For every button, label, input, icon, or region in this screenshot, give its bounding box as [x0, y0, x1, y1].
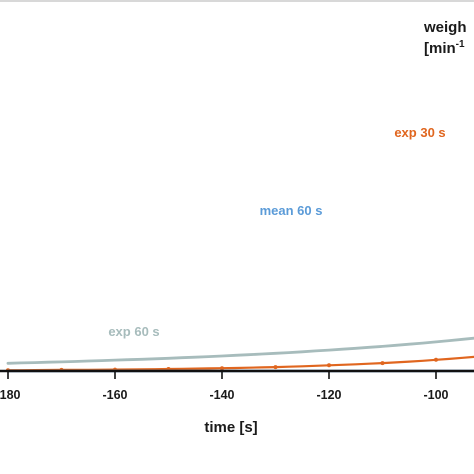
series-exp-30-s-point	[380, 361, 385, 366]
series-exp-30-s-line	[6, 355, 474, 372]
x-tick-label: -140	[209, 388, 234, 402]
x-tick-label: -180	[0, 388, 21, 402]
x-tick-label: -120	[316, 388, 341, 402]
series-exp-30-s	[6, 355, 474, 373]
x-axis: -180-160-140-120-100-80-60-40-20	[0, 369, 474, 402]
series-exp-30-s-point	[273, 365, 278, 370]
y-axis-title-bracket: [min	[424, 40, 456, 57]
x-axis-title: time [s]	[204, 419, 257, 436]
series-mean-60-s-line	[8, 369, 474, 373]
series-exp-30-s-point	[220, 366, 224, 371]
series-exp-30-s-point	[327, 363, 331, 368]
y-axis-title-exponent: -1	[456, 39, 465, 50]
plot-area	[0, 0, 474, 373]
x-tick-label: -160	[102, 388, 127, 402]
x-tick-label: -100	[423, 388, 448, 402]
labels: weigh [min-1 time [s] exp 30 s exp 60 s me…	[108, 19, 466, 436]
series-label-exp-30-s: exp 30 s	[394, 125, 445, 140]
y-axis-title-line1: weigh	[423, 19, 467, 36]
series-exp-60-s-line	[6, 336, 474, 365]
series-exp-60-s	[6, 336, 474, 365]
series-exp-30-s-point	[434, 357, 438, 362]
y-axis-title-line2: [min-1	[424, 39, 465, 57]
series-label-exp-60-s: exp 60 s	[108, 324, 159, 339]
series-label-mean-60-s: mean 60 s	[260, 203, 323, 218]
